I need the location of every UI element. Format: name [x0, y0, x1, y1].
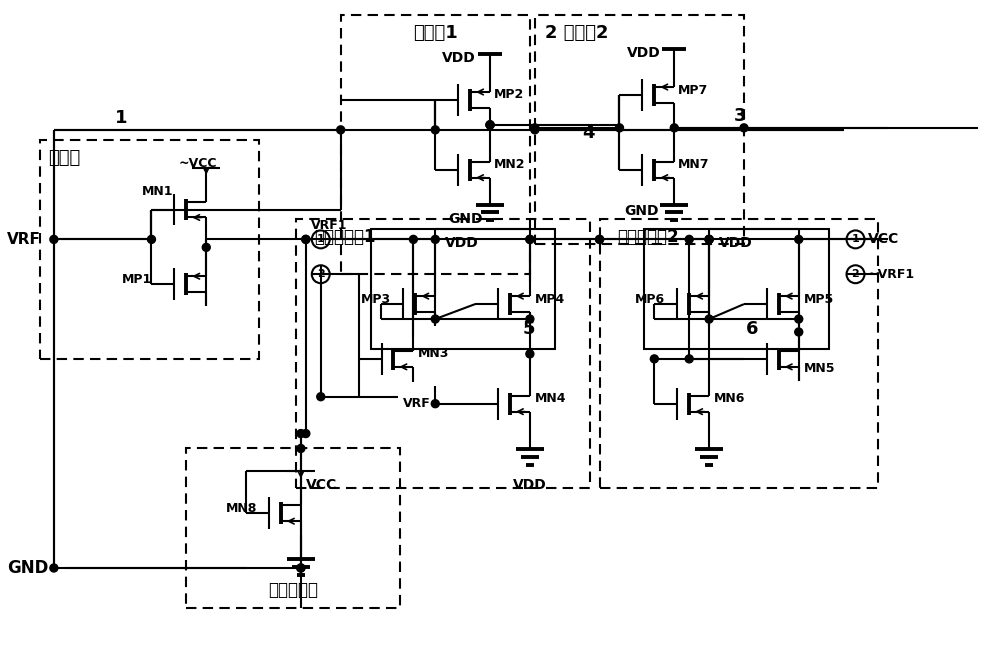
Bar [600, 219, 878, 488]
Text: MN4: MN4 [535, 392, 566, 405]
Circle shape [596, 235, 604, 243]
Circle shape [705, 235, 713, 243]
Text: 电源选择器: 电源选择器 [268, 581, 318, 599]
Circle shape [431, 235, 439, 243]
Text: VDD: VDD [626, 46, 660, 60]
Circle shape [297, 564, 305, 572]
Text: VRF: VRF [7, 232, 41, 247]
Circle shape [616, 124, 623, 132]
Circle shape [431, 315, 439, 323]
Text: 传输管: 传输管 [48, 149, 80, 167]
Text: MP3: MP3 [361, 293, 391, 306]
Circle shape [705, 235, 713, 243]
Circle shape [317, 393, 325, 401]
Circle shape [302, 430, 310, 438]
Text: MN1: MN1 [142, 185, 173, 198]
Text: GND: GND [7, 559, 48, 577]
Circle shape [431, 400, 439, 408]
Text: 4: 4 [582, 124, 595, 142]
Text: VDD: VDD [442, 51, 476, 65]
Circle shape [50, 235, 58, 243]
Text: MN8: MN8 [226, 501, 258, 515]
Text: 反相器1: 反相器1 [413, 24, 458, 42]
Circle shape [337, 126, 345, 134]
Text: ~VCC: ~VCC [178, 158, 217, 170]
Text: VDD: VDD [719, 237, 753, 250]
Text: 6: 6 [746, 320, 758, 338]
Circle shape [431, 126, 439, 134]
Circle shape [685, 235, 693, 243]
Text: 5: 5 [523, 320, 535, 338]
Circle shape [297, 564, 305, 572]
Text: MN3: MN3 [418, 347, 450, 360]
Circle shape [795, 235, 803, 243]
Circle shape [795, 328, 803, 336]
Bar [371, 229, 555, 349]
Text: 1: 1 [317, 235, 325, 244]
Circle shape [302, 235, 310, 243]
Bar [341, 15, 530, 274]
Text: 1: 1 [852, 235, 859, 244]
Bar [535, 15, 744, 244]
Text: 1: 1 [115, 109, 128, 127]
Circle shape [297, 445, 305, 453]
Text: MN5: MN5 [804, 362, 835, 376]
Text: VRF1: VRF1 [311, 219, 347, 232]
Circle shape [670, 124, 678, 132]
Circle shape [486, 121, 494, 129]
Text: GND: GND [448, 212, 482, 227]
Circle shape [486, 121, 494, 129]
Text: MP4: MP4 [535, 293, 565, 306]
Text: GND: GND [624, 204, 659, 219]
Circle shape [740, 124, 748, 132]
Text: VCC: VCC [867, 233, 899, 246]
Text: 2 反相器2: 2 反相器2 [545, 24, 608, 42]
Circle shape [526, 315, 534, 323]
Circle shape [147, 235, 155, 243]
Text: MN6: MN6 [714, 392, 745, 405]
Text: 2: 2 [317, 270, 325, 279]
Text: MP1: MP1 [122, 273, 152, 286]
Circle shape [705, 315, 713, 323]
Bar [40, 140, 259, 359]
Bar [644, 229, 829, 349]
Text: VRF: VRF [403, 397, 431, 410]
Circle shape [531, 126, 539, 134]
Circle shape [526, 350, 534, 358]
Circle shape [486, 121, 494, 129]
Circle shape [795, 315, 803, 323]
Text: 2: 2 [852, 270, 859, 279]
Text: ~VRF1: ~VRF1 [867, 268, 915, 281]
Circle shape [596, 235, 604, 243]
Bar [296, 219, 590, 488]
Circle shape [409, 235, 417, 243]
Text: MP5: MP5 [804, 293, 834, 306]
Text: VDD: VDD [445, 237, 479, 250]
Circle shape [302, 235, 310, 243]
Text: 3: 3 [734, 107, 747, 125]
Circle shape [531, 124, 539, 132]
Bar [186, 449, 400, 608]
Text: 电平恢复器2: 电平恢复器2 [618, 229, 679, 246]
Text: VCC: VCC [306, 478, 337, 492]
Circle shape [705, 235, 713, 243]
Circle shape [202, 243, 210, 251]
Circle shape [297, 430, 305, 438]
Text: MN7: MN7 [678, 158, 710, 171]
Text: MP2: MP2 [494, 88, 524, 101]
Text: MN2: MN2 [494, 158, 526, 171]
Text: VDD: VDD [513, 478, 547, 492]
Circle shape [526, 235, 534, 243]
Circle shape [526, 235, 534, 243]
Circle shape [685, 355, 693, 363]
Text: MP7: MP7 [678, 84, 708, 96]
Circle shape [50, 564, 58, 572]
Text: MP6: MP6 [634, 293, 665, 306]
Text: 电平恢复器1: 电平恢复器1 [314, 229, 375, 246]
Circle shape [650, 355, 658, 363]
